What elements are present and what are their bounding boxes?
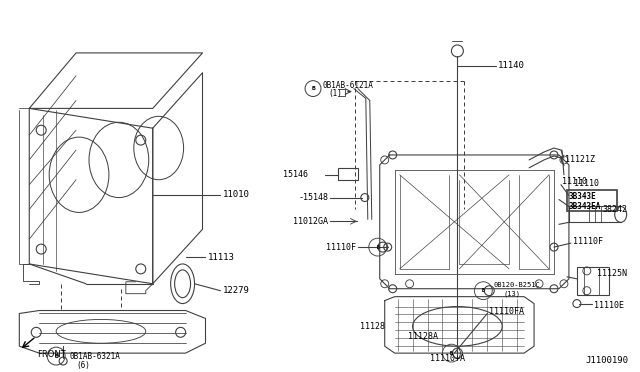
Text: J1100190: J1100190 [586,356,628,365]
Bar [338,168,358,180]
Text: 11110F: 11110F [326,243,356,251]
Text: B: B [311,86,315,91]
Text: 11140: 11140 [498,61,525,70]
Text: (13): (13) [503,291,520,297]
Text: (6): (6) [76,360,90,369]
Text: B: B [54,354,58,359]
Text: 3B343E: 3B343E [569,192,596,201]
Text: -15148: -15148 [299,193,329,202]
Text: B: B [482,288,484,293]
Text: FRONT: FRONT [37,350,66,359]
Text: 11110FA: 11110FA [489,307,524,316]
Text: 11128A: 11128A [408,332,438,341]
Text: B: B [376,245,379,250]
Text: B: B [450,351,453,356]
Text: 11110F: 11110F [573,237,603,246]
Text: 3B343EA: 3B343EA [569,202,602,211]
Text: 0B120-B251C: 0B120-B251C [493,282,540,288]
Text: (1): (1) [328,89,342,98]
Text: 12279: 12279 [223,286,250,295]
Text: 38242: 38242 [603,205,628,214]
Text: 11110+A: 11110+A [429,353,465,363]
Text: 11110: 11110 [562,177,587,186]
Text: 11125N: 11125N [596,269,627,278]
Text: 11012GA: 11012GA [293,217,328,226]
Bar [567,190,617,211]
Text: 0B1AB-6121A: 0B1AB-6121A [323,81,374,90]
Text: 11121Z: 11121Z [565,155,595,164]
Text: 0B1AB-6321A: 0B1AB-6321A [69,352,120,360]
Text: 11110E: 11110E [594,301,624,310]
Text: 11113: 11113 [207,253,234,262]
Text: 11010: 11010 [223,190,250,199]
Text: 11128: 11128 [360,322,385,331]
Bar [577,267,609,295]
Text: 15146: 15146 [283,170,308,179]
Text: 11110: 11110 [574,179,599,188]
